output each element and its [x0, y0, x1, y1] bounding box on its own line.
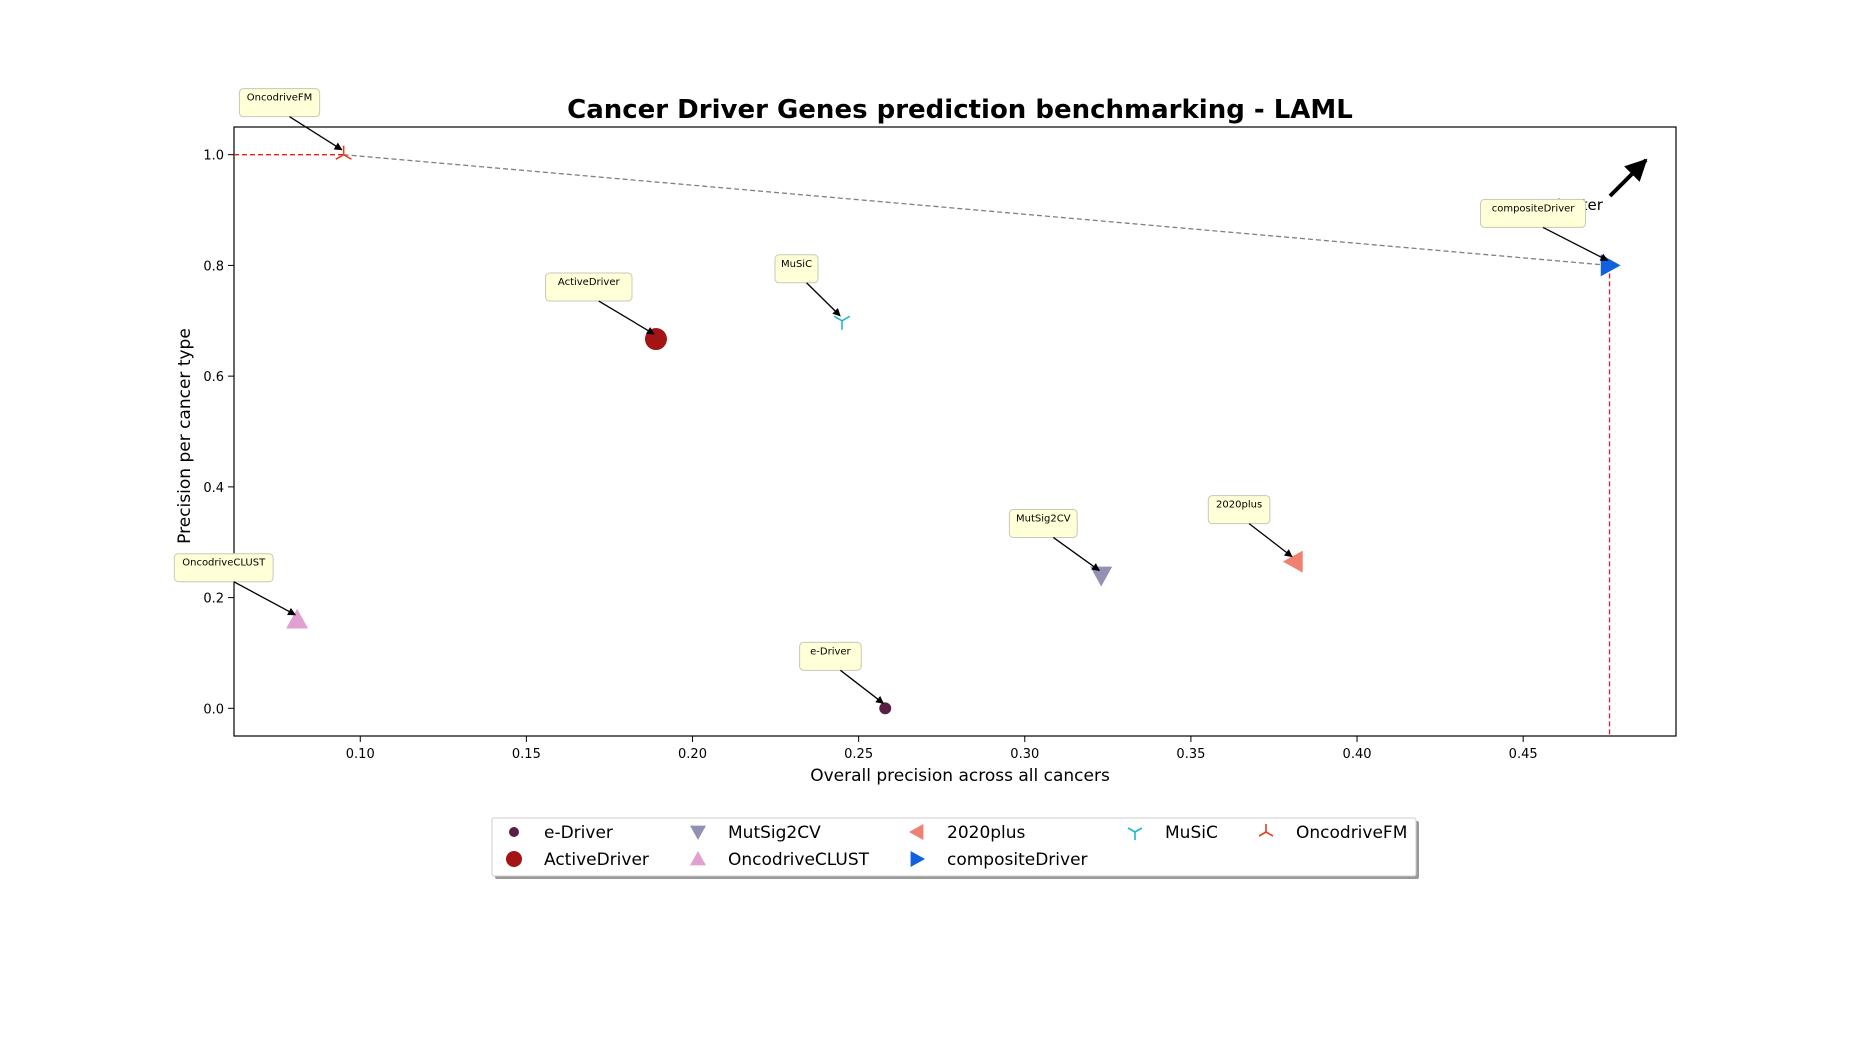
- y-tick-label: 0.0: [203, 702, 224, 717]
- legend-item-2020plus: 2020plus: [909, 823, 1026, 843]
- legend-label: ActiveDriver: [544, 850, 649, 870]
- legend-box: [491, 817, 1417, 877]
- legend-label: OncodriveFM: [1296, 823, 1407, 843]
- legend-label: MuSiC: [1165, 823, 1218, 843]
- y-axis-label: Precision per cancer type: [175, 328, 195, 544]
- annotation-label: 2020plus: [1216, 500, 1262, 511]
- annotation-arrow: [806, 282, 841, 317]
- y-tick-label: 0.8: [203, 259, 224, 274]
- legend-marker: [1258, 824, 1274, 837]
- annotation-arrow: [1052, 536, 1101, 572]
- point-compositedriver: [1600, 254, 1621, 277]
- x-axis-label: Overall precision across all cancers: [810, 766, 1110, 786]
- legend-label: MutSig2CV: [728, 823, 821, 843]
- annotation-mutsig2cv: MutSig2CV: [1008, 508, 1101, 572]
- x-tick-label: 0.35: [1176, 747, 1205, 762]
- legend-label: e-Driver: [544, 823, 613, 843]
- y-tick-label: 0.6: [203, 370, 224, 385]
- annotation-music: MuSiC: [774, 254, 841, 317]
- annotation-arrow: [289, 116, 343, 151]
- annotation-oncodrivefm: OncodriveFM: [238, 88, 343, 151]
- legend-item-activedriver: ActiveDriver: [506, 850, 649, 870]
- legend-item-oncodriveclust: OncodriveCLUST: [690, 850, 870, 870]
- annotation-arrow: [233, 581, 297, 616]
- annotation-arrow: [1248, 523, 1293, 558]
- point-2020plus: [1282, 550, 1303, 573]
- annotation-label: compositeDriver: [1492, 203, 1576, 214]
- legend-marker: [690, 825, 706, 840]
- annotation-box: [173, 553, 274, 583]
- legend-item-compositedriver: compositeDriver: [910, 850, 1088, 870]
- legend-item-music: MuSiC: [1127, 823, 1218, 843]
- annotation-label: MutSig2CV: [1016, 513, 1071, 524]
- annotation-label: ActiveDriver: [558, 277, 621, 288]
- y-tick-label: 0.2: [203, 592, 224, 607]
- x-tick-label: 0.10: [346, 747, 375, 762]
- annotation-label: OncodriveCLUST: [182, 558, 266, 569]
- y-tick-label: 0.4: [203, 481, 224, 496]
- chart-title: Cancer Driver Genes prediction benchmark…: [567, 95, 1353, 125]
- x-tick-label: 0.20: [678, 747, 707, 762]
- annotation-oncodriveclust: OncodriveCLUST: [173, 553, 297, 616]
- legend-marker: [509, 827, 519, 837]
- annotation-box: [1207, 495, 1271, 525]
- legend-item-mutsig2cv: MutSig2CV: [690, 823, 821, 843]
- legend-item-oncodrivefm: OncodriveFM: [1258, 823, 1407, 843]
- point-mutsig2cv: [1090, 566, 1113, 587]
- x-tick-label: 0.30: [1010, 747, 1039, 762]
- x-tick-label: 0.15: [512, 747, 541, 762]
- legend-label: 2020plus: [947, 823, 1026, 843]
- annotation-2020plus: 2020plus: [1207, 495, 1293, 558]
- annotation-box: [545, 272, 633, 302]
- x-tick-label: 0.25: [844, 747, 873, 762]
- legend-item-e-driver: e-Driver: [509, 823, 613, 843]
- plot-frame: [233, 126, 1677, 737]
- point-e-driver: [879, 702, 892, 715]
- better-arrow: [1608, 158, 1648, 198]
- point-oncodrivefm: [335, 145, 352, 160]
- y-tick-label: 1.0: [203, 149, 224, 164]
- annotation-activedriver: ActiveDriver: [545, 272, 655, 335]
- legend-marker: [690, 851, 706, 866]
- legend-marker: [909, 824, 924, 840]
- x-tick-label: 0.40: [1343, 747, 1372, 762]
- annotation-label: e-Driver: [810, 646, 851, 657]
- pareto-front-line: [343, 154, 1610, 267]
- point-music: [833, 315, 851, 330]
- annotation-compositedriver: compositeDriver: [1480, 198, 1609, 261]
- legend-marker: [910, 851, 925, 867]
- annotation-box: [1480, 198, 1587, 228]
- annotation-box: [774, 254, 819, 284]
- annotation-e-driver: e-Driver: [799, 641, 885, 704]
- annotation-arrow: [1542, 226, 1609, 261]
- legend-label: OncodriveCLUST: [728, 850, 870, 870]
- annotation-label: OncodriveFM: [247, 93, 313, 104]
- legend-marker: [1127, 827, 1143, 840]
- legend-marker: [506, 851, 522, 867]
- annotation-arrow: [598, 300, 655, 335]
- annotation-arrow: [840, 669, 885, 704]
- annotation-box: [238, 88, 321, 118]
- annotation-label: MuSiC: [781, 259, 812, 270]
- legend: e-Driver ActiveDriver MutSig2CV OncodriveCL…: [491, 817, 1419, 879]
- annotation-box: [1008, 508, 1078, 538]
- point-oncodriveclust: [286, 608, 309, 629]
- plot-area: 0.10 0.15 0.20 0.25 0.30 0.35 0.40 0.45 0.0 0.2 0.…: [173, 88, 1677, 762]
- annotation-box: [799, 641, 862, 671]
- legend-label: compositeDriver: [947, 850, 1088, 870]
- x-tick-label: 0.45: [1509, 747, 1538, 762]
